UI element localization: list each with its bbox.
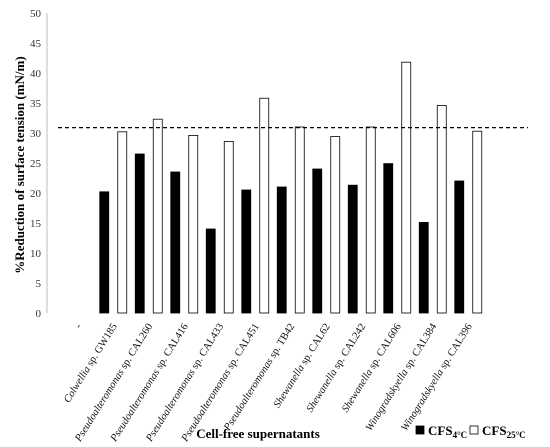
y-tick-label: 35 (30, 98, 42, 110)
y-axis: 0 5 10 15 20 25 30 35 40 45 50 (30, 8, 48, 320)
y-tick-label: 5 (36, 278, 42, 290)
legend-swatch (469, 425, 479, 435)
bar (383, 163, 394, 314)
bar (134, 153, 145, 314)
y-tick-label: 20 (30, 188, 42, 200)
x-tick-label: Pseudoalteromonas sp. TB42 (222, 322, 298, 434)
bar (223, 140, 234, 314)
bar (472, 130, 483, 314)
bar (117, 131, 128, 314)
y-axis-title: %Reduction of surface tension (mN/m) (12, 56, 27, 273)
legend-label: CFS4°C (428, 423, 467, 440)
bar (170, 171, 181, 314)
bar (330, 136, 341, 314)
y-tick-label: 40 (30, 68, 42, 80)
x-tick-label: - (73, 321, 84, 330)
bar (276, 186, 287, 314)
bar (99, 191, 110, 314)
bar (418, 221, 429, 314)
bar (347, 184, 358, 314)
x-tick-label: Winogradskyella sp. CAL396 (399, 322, 474, 433)
y-tick-label: 15 (30, 218, 42, 230)
legend: CFS4°C CFS25°C (415, 423, 526, 440)
bar (205, 228, 216, 314)
x-axis-title: Cell-free supernatants (196, 426, 320, 441)
y-tick-label: 30 (30, 128, 42, 140)
legend-label: CFS25°C (482, 423, 526, 440)
bar (312, 168, 323, 314)
y-tick-label: 25 (30, 158, 42, 170)
bar (259, 97, 270, 314)
x-tick-label: Winogradskyella sp. CAL384 (364, 321, 440, 433)
legend-swatch (415, 425, 425, 435)
y-tick-label: 10 (30, 248, 42, 260)
bar (152, 118, 163, 314)
bar (365, 126, 376, 314)
bar (401, 61, 412, 314)
bar (188, 134, 199, 314)
y-tick-label: 0 (36, 308, 42, 320)
y-tick-label: 50 (30, 8, 42, 20)
bar (436, 105, 447, 314)
bar (241, 189, 252, 314)
bars (99, 61, 483, 314)
bar (294, 126, 305, 314)
y-tick-label: 45 (30, 38, 42, 50)
bar (454, 180, 465, 314)
